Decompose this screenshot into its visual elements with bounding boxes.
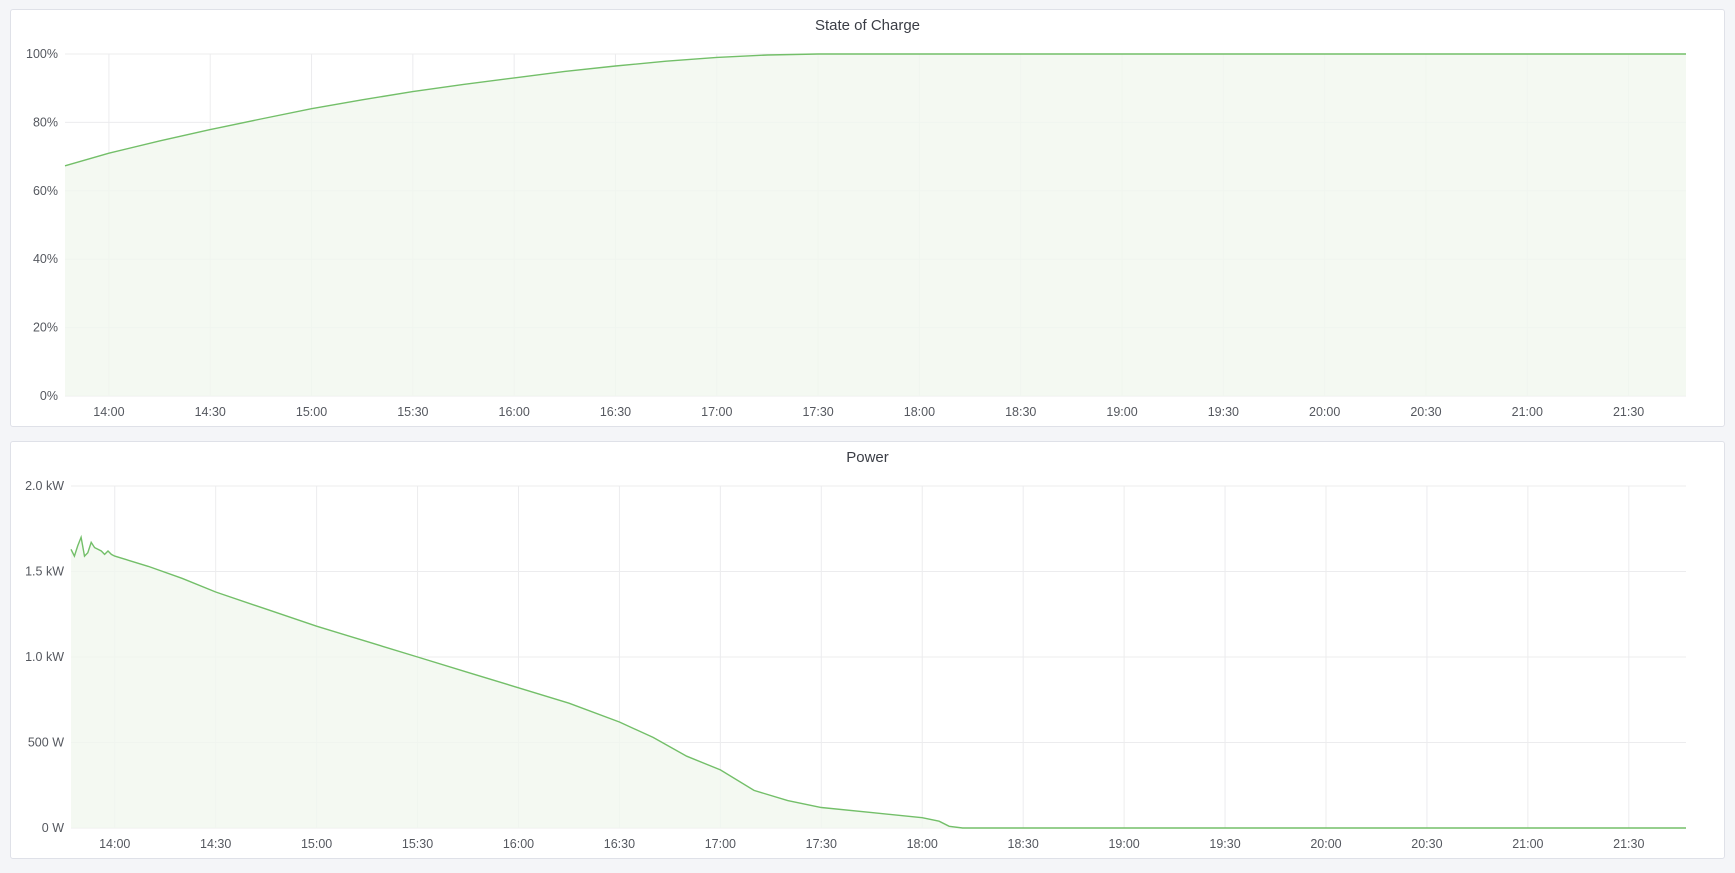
x-tick-label: 17:00 [705,837,736,851]
x-tick-label: 21:00 [1512,837,1543,851]
x-tick-label: 15:30 [397,405,428,419]
x-tick-label: 20:00 [1309,405,1340,419]
y-tick-label: 1.0 kW [25,650,64,664]
x-tick-label: 18:30 [1005,405,1036,419]
x-tick-label: 16:30 [604,837,635,851]
y-tick-label: 40% [33,252,58,266]
y-tick-label: 500 W [28,736,64,750]
x-tick-label: 15:00 [296,405,327,419]
y-tick-label: 100% [26,47,58,61]
x-tick-label: 17:00 [701,405,732,419]
power-chart: 0 W 500 W 1.0 kW 1.5 kW 2.0 kW 14:00 14:30 15:0… [25,479,1686,851]
power-panel: Power 0 W 500 W 1.0 kW 1.5 kW 2.0 kW 14:00 14:… [10,441,1725,859]
x-tick-label: 14:00 [99,837,130,851]
state-of-charge-chart: 0% 20% 40% 60% 80% 100% 14:00 14:30 15:00 15:30 16… [26,47,1686,419]
y-tick-label: 0% [40,389,58,403]
x-tick-label: 18:00 [904,405,935,419]
x-tick-label: 19:30 [1209,837,1240,851]
x-tick-label: 14:30 [195,405,226,419]
x-tick-label: 14:00 [93,405,124,419]
x-tick-label: 18:30 [1008,837,1039,851]
x-tick-label: 19:00 [1108,837,1139,851]
x-tick-label: 19:00 [1106,405,1137,419]
x-tick-label: 20:30 [1411,837,1442,851]
x-tick-label: 14:30 [200,837,231,851]
y-tick-label: 2.0 kW [25,479,64,493]
x-tick-label: 21:00 [1512,405,1543,419]
x-tick-label: 15:30 [402,837,433,851]
x-tick-label: 15:00 [301,837,332,851]
x-tick-label: 16:30 [600,405,631,419]
x-tick-label: 16:00 [499,405,530,419]
y-tick-label: 1.5 kW [25,565,64,579]
x-tick-label: 17:30 [806,837,837,851]
state-of-charge-panel: State of Charge 0% 20% 40% 60% 80% 100% 14:00 1… [10,9,1725,427]
y-tick-label: 60% [33,184,58,198]
panel-title[interactable]: State of Charge [814,17,921,34]
x-tick-label: 20:00 [1310,837,1341,851]
x-tick-label: 21:30 [1613,405,1644,419]
y-tick-label: 20% [33,321,58,335]
panel-title[interactable]: Power [846,449,889,466]
series-line [64,53,1686,167]
x-tick-label: 21:30 [1613,837,1644,851]
x-tick-label: 19:30 [1208,405,1239,419]
series-area [65,54,1686,396]
y-tick-label: 80% [33,115,58,129]
x-tick-label: 18:00 [907,837,938,851]
series-area [71,537,1686,828]
x-tick-label: 20:30 [1410,405,1441,419]
x-tick-label: 17:30 [802,405,833,419]
x-tick-label: 16:00 [503,837,534,851]
series-line [70,534,1686,829]
y-tick-label: 0 W [42,821,64,835]
